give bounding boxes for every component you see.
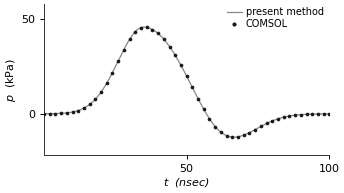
Point	[213, 125, 218, 128]
Point	[87, 103, 93, 106]
Point	[81, 107, 87, 110]
Point	[104, 82, 109, 85]
Point	[224, 134, 229, 137]
Point	[155, 32, 161, 35]
Point	[110, 71, 115, 74]
Point	[326, 112, 332, 115]
Point	[310, 113, 315, 116]
Point	[116, 59, 121, 63]
Point	[190, 86, 195, 89]
Point	[304, 113, 309, 116]
Point	[241, 134, 247, 137]
Point	[195, 97, 201, 100]
Point	[287, 114, 292, 118]
Point	[184, 75, 190, 78]
Point	[144, 26, 149, 29]
Point	[167, 45, 172, 48]
Point	[127, 38, 132, 41]
Point	[132, 30, 138, 33]
Point	[161, 38, 166, 41]
Point	[247, 131, 252, 134]
Point	[47, 112, 52, 115]
Point	[53, 112, 58, 115]
Point	[93, 98, 98, 101]
Point	[64, 111, 69, 114]
Y-axis label: $p$  (kPa): $p$ (kPa)	[4, 58, 18, 102]
Point	[58, 112, 64, 115]
Point	[258, 125, 264, 128]
Point	[229, 135, 235, 139]
Point	[315, 112, 321, 115]
Point	[235, 135, 241, 138]
Point	[252, 128, 258, 131]
Point	[98, 91, 104, 94]
Point	[207, 117, 212, 120]
Point	[75, 109, 81, 112]
Point	[281, 116, 287, 119]
Point	[201, 108, 206, 111]
Point	[172, 54, 178, 57]
Point	[138, 26, 144, 29]
Point	[218, 131, 224, 134]
Point	[292, 114, 298, 117]
Point	[121, 48, 127, 51]
Point	[298, 113, 303, 116]
Point	[70, 110, 75, 113]
Point	[269, 119, 275, 122]
Point	[275, 117, 281, 120]
X-axis label: $t$  (nsec): $t$ (nsec)	[163, 176, 210, 189]
Point	[264, 122, 269, 125]
Point	[321, 112, 326, 115]
Legend: present method, COMSOL: present method, COMSOL	[226, 6, 324, 30]
Point	[150, 28, 155, 31]
Point	[178, 64, 184, 67]
Point	[41, 112, 47, 115]
